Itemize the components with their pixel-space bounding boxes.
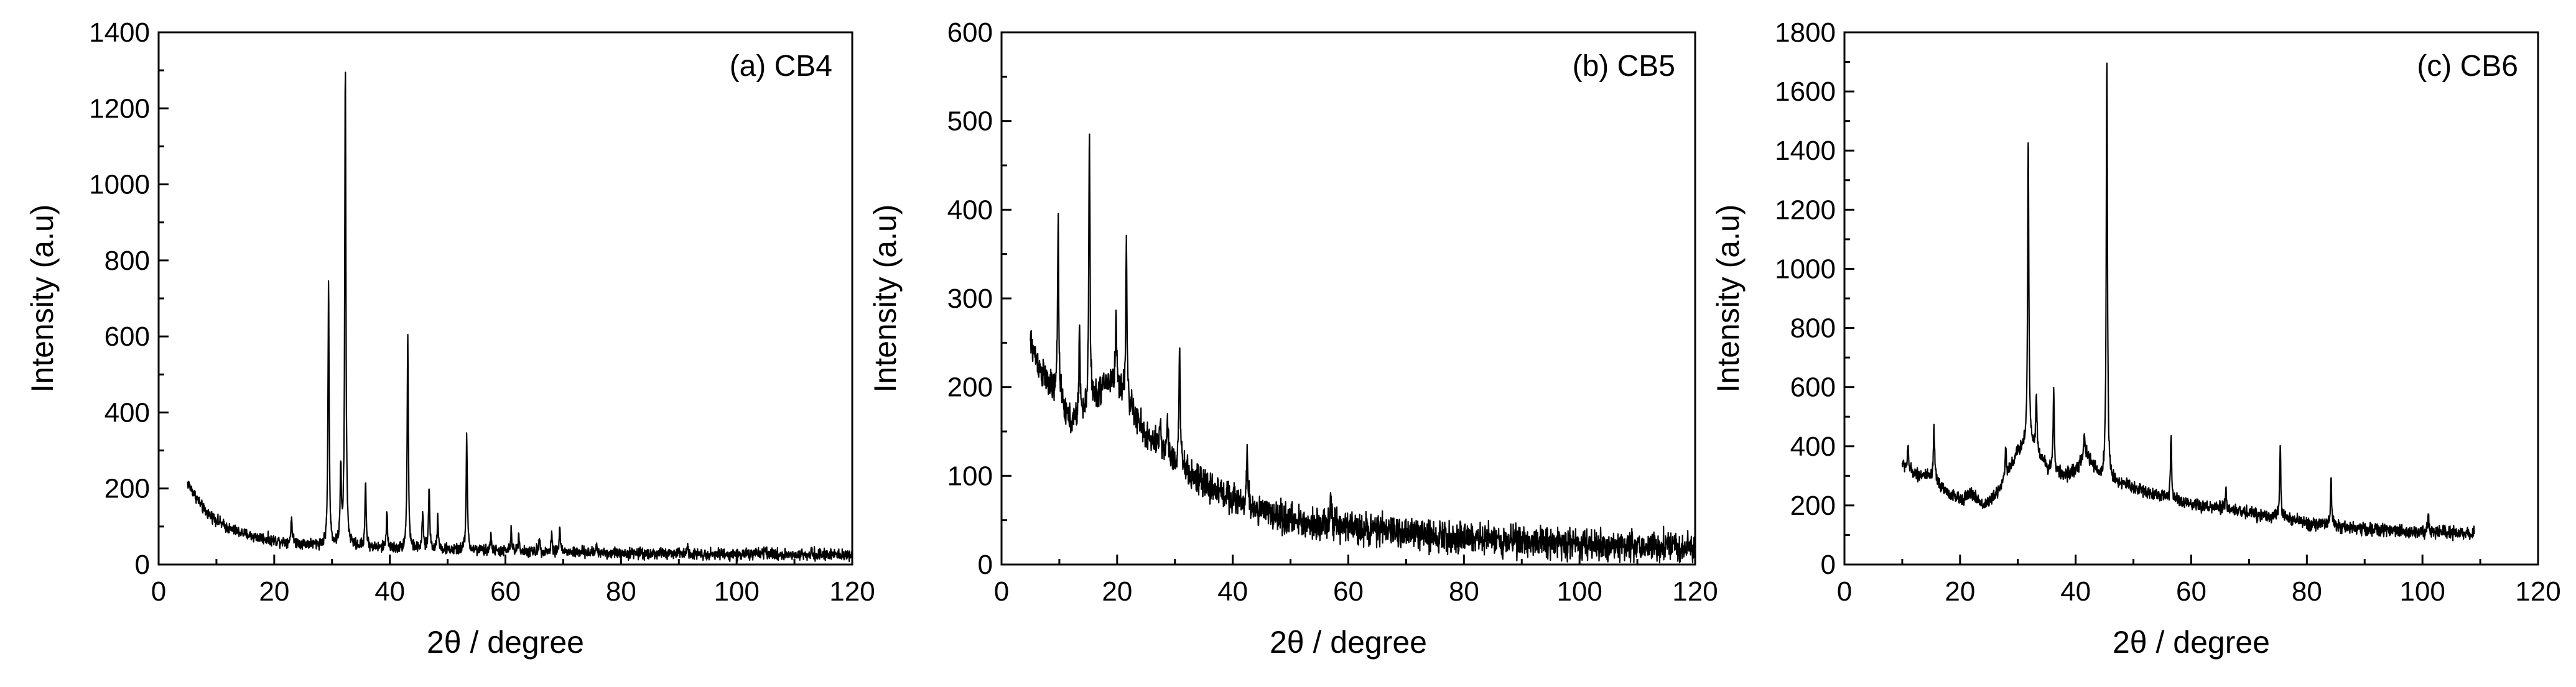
y-tick-label: 1200 — [89, 93, 150, 124]
x-tick-label: 40 — [2060, 576, 2091, 607]
peak-point — [1179, 338, 1180, 339]
y-tick-label: 200 — [1790, 491, 1836, 521]
y-tick-label: 1600 — [1775, 76, 1836, 107]
y-tick-label: 1200 — [1775, 195, 1836, 225]
x-tick-label: 80 — [1449, 576, 1479, 607]
peak-point — [345, 62, 346, 63]
y-tick-label: 600 — [947, 17, 993, 48]
y-tick-label: 600 — [1790, 372, 1836, 403]
x-tick-label: 100 — [2399, 576, 2445, 607]
y-tick-label: 1400 — [89, 17, 150, 48]
x-tick-label: 0 — [994, 576, 1009, 607]
x-tick-label: 0 — [1837, 576, 1852, 607]
y-tick-label: 600 — [105, 321, 150, 352]
x-tick-label: 20 — [259, 576, 289, 607]
xrd-trace — [187, 71, 853, 563]
y-tick-label: 800 — [105, 246, 150, 276]
x-axis-title: 2θ / degree — [1270, 625, 1427, 660]
y-tick-label: 0 — [135, 550, 150, 580]
y-tick-label: 300 — [947, 284, 993, 314]
plot-frame — [157, 31, 853, 566]
plot-frame — [1843, 31, 2539, 566]
y-tick-label: 400 — [105, 397, 150, 428]
y-tick-label: 1000 — [1775, 254, 1836, 284]
y-axis-title: Intensity (a.u) — [868, 205, 903, 393]
x-tick-label: 60 — [1333, 576, 1364, 607]
y-tick-label: 100 — [947, 461, 993, 491]
y-tick-label: 1400 — [1775, 136, 1836, 166]
x-tick-label: 60 — [2176, 576, 2206, 607]
x-tick-label: 20 — [1102, 576, 1132, 607]
y-axis-title: Intensity (a.u) — [1711, 205, 1746, 393]
y-tick-label: 800 — [1790, 313, 1836, 344]
y-tick-label: 0 — [1821, 550, 1836, 580]
panel-label: (a) CB4 — [730, 50, 832, 83]
y-tick-label: 200 — [105, 474, 150, 504]
y-tick-label: 400 — [1790, 431, 1836, 462]
y-tick-label: 0 — [978, 550, 993, 580]
chart-panel-2: 0 20 40 60 80 100 120 0 100 200 300 400 500 600 2θ / d… — [868, 17, 1718, 660]
plot-frame — [1000, 31, 1696, 566]
y-axis-title: Intensity (a.u) — [25, 205, 60, 393]
y-tick-label: 200 — [947, 372, 993, 403]
x-tick-label: 20 — [1945, 576, 1975, 607]
x-tick-label: 120 — [829, 576, 875, 607]
chart-panel-3: 0 20 40 60 80 100 1200200400600800100012001400… — [1711, 17, 2561, 660]
panel-label: (c) CB6 — [2417, 50, 2518, 83]
x-tick-label: 120 — [2515, 576, 2560, 607]
x-tick-label: 120 — [1672, 576, 1718, 607]
x-tick-label: 80 — [606, 576, 636, 607]
y-tick-label: 1000 — [89, 170, 150, 200]
panel-label: (b) CB5 — [1573, 50, 1675, 83]
x-tick-label: 100 — [714, 576, 759, 607]
peak-point — [2106, 51, 2107, 52]
x-tick-label: 80 — [2292, 576, 2322, 607]
y-tick-label: 500 — [947, 106, 993, 137]
x-tick-label: 40 — [374, 576, 405, 607]
x-axis-title: 2θ / degree — [427, 625, 584, 660]
x-tick-label: 40 — [1217, 576, 1248, 607]
y-tick-label: 400 — [947, 195, 993, 225]
xrd-trace — [1901, 62, 2475, 542]
x-tick-label: 60 — [490, 576, 521, 607]
chart-panel-1: 0 20 40 60 80 100 1200200400600800100012001400… — [25, 17, 875, 660]
y-tick-label: 1800 — [1775, 17, 1836, 48]
x-tick-label: 0 — [151, 576, 166, 607]
x-axis-title: 2θ / degree — [2113, 625, 2270, 660]
xrd-trace — [1030, 133, 1696, 564]
x-tick-label: 100 — [1556, 576, 1602, 607]
